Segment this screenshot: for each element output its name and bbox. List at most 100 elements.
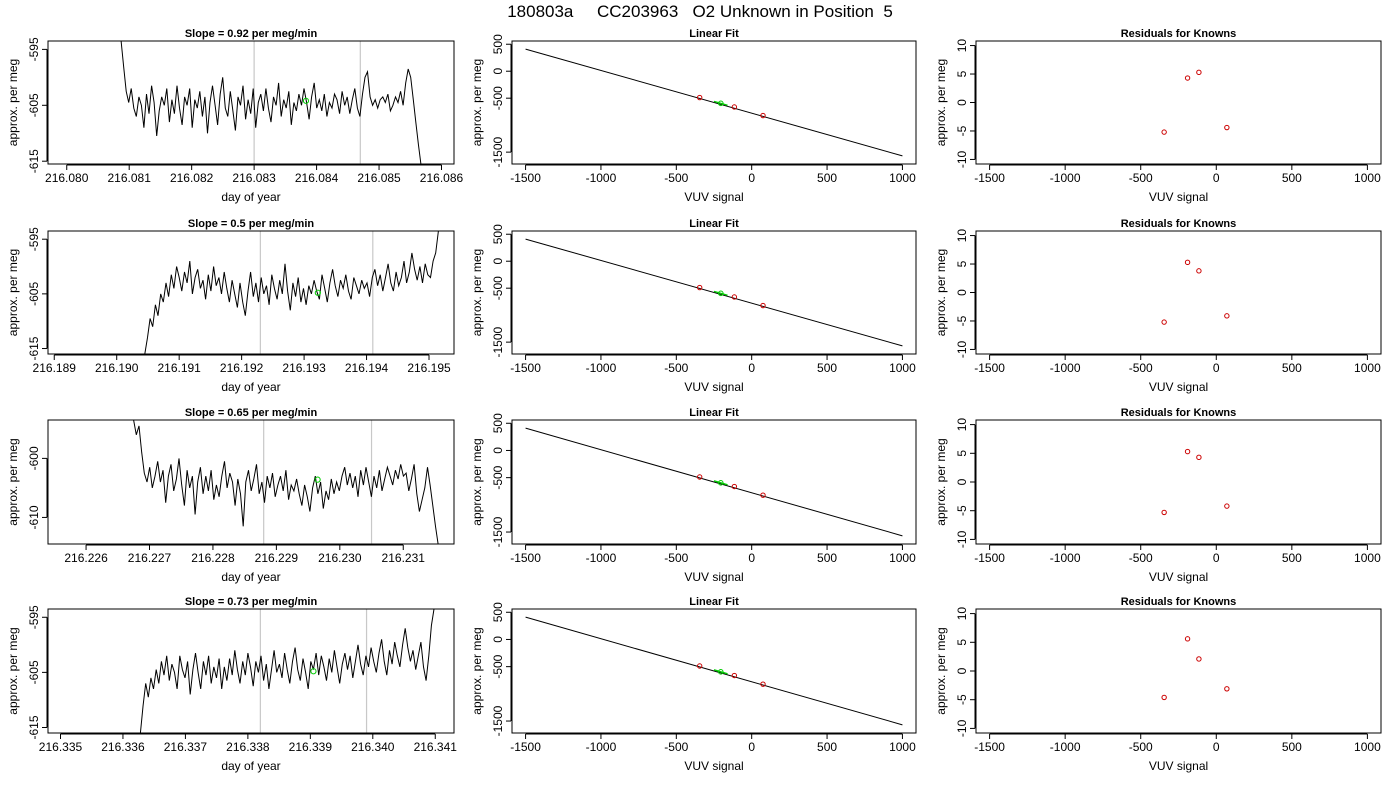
panel-6-x-tick-label: 1000 [1354, 361, 1381, 375]
panel-8-x-tick-label: 1000 [889, 551, 916, 565]
panel-8-x-tick-label: 0 [748, 551, 755, 565]
panel-11-x-tick-label: -500 [664, 740, 688, 754]
panel-8-x-tick-label: 500 [817, 551, 837, 565]
panel-1-x-tick-label: 216.086 [420, 171, 464, 185]
panel-7-x-tick-label: 216.227 [128, 551, 172, 565]
panel-4-y-axis-label: approx. per meg [6, 249, 20, 336]
panel-1-frame [47, 40, 455, 165]
panel-4-y-tick-label: -615 [27, 336, 41, 360]
panel-5-y-tick-label: 500 [491, 224, 505, 244]
panel-1-x-axis-label: day of year [221, 190, 280, 204]
panel-4-x-tick-label: 216.191 [157, 361, 201, 375]
panel-1-x-tick-label: 216.083 [232, 171, 276, 185]
panel-5-unknown-point [717, 290, 724, 297]
panel-3-x-tick-label: 500 [1282, 171, 1302, 185]
panel-8-x-tick-label: -1000 [586, 551, 617, 565]
panel-8-y-tick-label: -1500 [491, 516, 505, 547]
panel-10-x-axis-label: day of year [221, 759, 280, 773]
panel-12-y-tick-label: 10 [955, 607, 969, 621]
panel-9-y-axis-label: approx. per meg [934, 438, 948, 525]
panel-6-x-tick-label: 0 [1213, 361, 1220, 375]
panel-9-frame [975, 419, 1382, 545]
panel-8-title: Linear Fit [689, 407, 739, 419]
panel-10-signal-trace [139, 609, 435, 733]
panel-2-y-tick-label: 500 [491, 34, 505, 54]
panel-7-title: Slope = 0.65 per meg/min [185, 407, 318, 419]
panel-3-y-tick-label: -10 [955, 150, 969, 168]
panel-8-known-point [760, 492, 766, 498]
panel-3-residual-point [1161, 129, 1167, 135]
panel-2-title: Linear Fit [689, 28, 739, 40]
panel-11-x-tick-label: -1500 [510, 740, 541, 754]
panel-6-residual-point [1196, 268, 1202, 274]
panel-10-x-tick-label: 216.338 [226, 740, 270, 754]
panel-6-y-tick-label: -10 [955, 340, 969, 358]
panel-5-y-axis-label: approx. per meg [470, 249, 484, 336]
panel-12-title: Residuals for Knowns [1121, 596, 1237, 608]
panel-11-unknown-point [717, 669, 724, 675]
panel-10-unknown-marker [310, 668, 317, 675]
panel-6-y-axis-label: approx. per meg [934, 249, 948, 336]
panel-1-x-tick-label: 216.080 [45, 171, 89, 185]
panel-12-y-tick-label: -5 [955, 694, 969, 705]
panel-9-y-tick-label: 5 [955, 450, 969, 457]
panel-3-residual-point [1224, 124, 1230, 131]
panel-8-frame [511, 419, 917, 545]
panel-7-x-axis-label: day of year [221, 570, 280, 584]
panel-10-x-tick-label: 216.335 [39, 740, 83, 754]
panel-9-y-tick-label: 10 [955, 418, 969, 432]
panel-5-x-axis-label: VUV signal [684, 380, 743, 394]
panel-11-x-tick-label: 1000 [889, 740, 916, 754]
panel-11-y-tick-label: 500 [491, 602, 505, 622]
panel-4-x-tick-label: 216.195 [407, 361, 451, 375]
panel-6-x-tick-label: -500 [1129, 361, 1153, 375]
panel-3-y-axis-label: approx. per meg [934, 59, 948, 146]
panel-7-y-tick-label: -600 [27, 446, 41, 470]
panel-1-x-tick-label: 216.085 [357, 171, 401, 185]
panel-2-plot-area [525, 48, 903, 157]
panel-12-x-tick-label: -500 [1129, 740, 1153, 754]
panel-8-y-axis-label: approx. per meg [470, 438, 484, 525]
panel-11-x-tick-label: 500 [817, 740, 837, 754]
panel-8-unknown-segment [713, 480, 728, 486]
panel-8-x-axis-label: VUV signal [684, 570, 743, 584]
panel-3-x-axis-label: VUV signal [1149, 190, 1208, 204]
panel-5-x-tick-label: -500 [664, 361, 688, 375]
panel-8-y-tick-label: 500 [491, 413, 505, 433]
panel-1-signal-trace [120, 41, 422, 164]
panel-4-x-tick-label: 216.193 [282, 361, 326, 375]
panel-5-known-point [696, 284, 703, 291]
panel-10-x-tick-label: 216.336 [101, 740, 145, 754]
panel-6-y-tick-label: 10 [955, 229, 969, 243]
panel-9-x-tick-label: 1000 [1354, 551, 1381, 565]
panel-3-title: Residuals for Knowns [1121, 28, 1237, 40]
panel-4-signal-trace [144, 231, 439, 354]
panel-10-y-axis-label: approx. per meg [6, 627, 20, 714]
panel-11-frame [511, 608, 917, 734]
panel-6-frame [975, 230, 1382, 355]
panel-8-fit-line [525, 427, 903, 537]
panel-10-y-tick-label: -595 [27, 605, 41, 629]
panel-1-title: Slope = 0.92 per meg/min [185, 28, 318, 40]
panel-5-known-point [731, 294, 738, 300]
panel-11-x-axis-label: VUV signal [684, 759, 743, 773]
panel-4-y-tick-label: -605 [27, 282, 41, 306]
panel-1-x-tick-label: 216.082 [170, 171, 214, 185]
panel-8-y-tick-label: -500 [491, 465, 505, 489]
panel-5-frame [511, 230, 917, 355]
panel-12-x-tick-label: 1000 [1354, 740, 1381, 754]
panel-12-residual-point [1184, 636, 1191, 642]
panel-8-y-tick-label: 0 [491, 447, 505, 454]
panel-9-residual-point [1184, 448, 1191, 455]
panel-2-known-point [731, 104, 738, 110]
panel-6-plot-area [1161, 259, 1230, 325]
panel-7-x-tick-label: 216.231 [382, 551, 426, 565]
panel-9-x-tick-label: -1000 [1050, 551, 1081, 565]
panel-10-x-tick-label: 216.337 [164, 740, 208, 754]
panel-8-known-point [696, 474, 703, 480]
panel-2-x-tick-label: 0 [748, 171, 755, 185]
panel-5-y-tick-label: -1500 [491, 326, 505, 357]
panel-7-x-tick-label: 216.229 [255, 551, 299, 565]
panel-2-fit-line [525, 48, 903, 157]
panel-3-x-tick-label: 1000 [1354, 171, 1381, 185]
